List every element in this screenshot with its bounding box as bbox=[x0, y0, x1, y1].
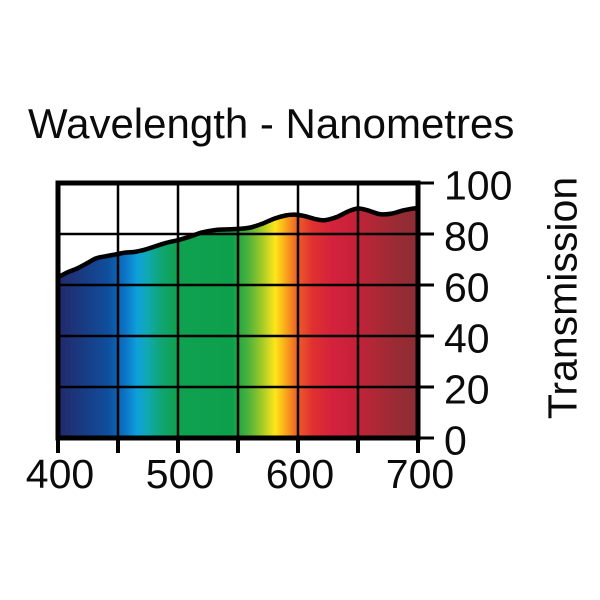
transmission-curve bbox=[55, 205, 421, 280]
y-axis-title: Transmission bbox=[539, 176, 586, 420]
chart-title: Wavelength - Nanometres bbox=[28, 100, 515, 147]
